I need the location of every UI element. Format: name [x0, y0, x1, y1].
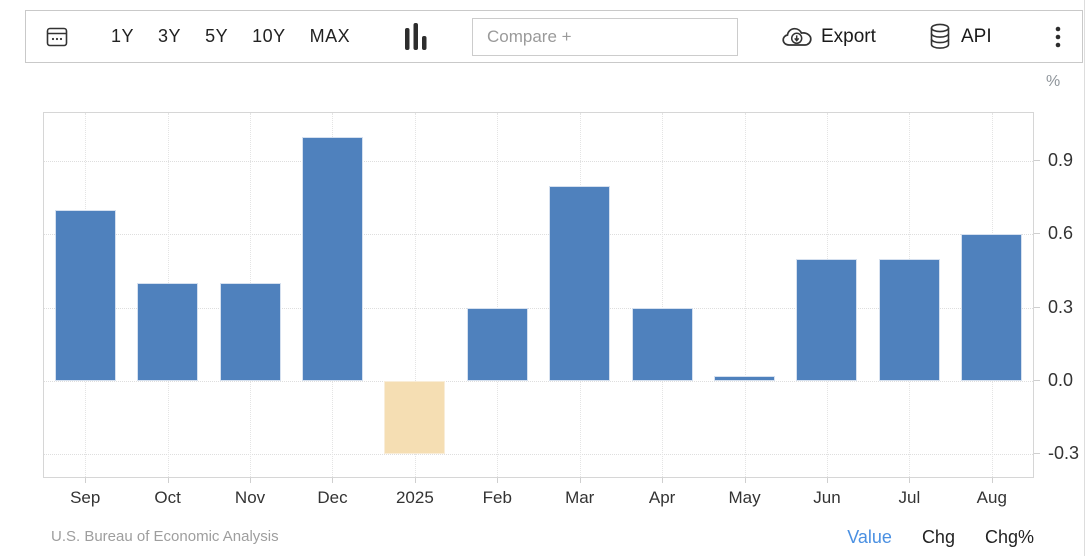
api-label: API — [961, 25, 992, 47]
x-axis-tick — [332, 478, 334, 483]
range-button-3y[interactable]: 3Y — [158, 26, 182, 46]
bar-dec[interactable] — [301, 137, 363, 381]
plot-area — [43, 112, 1034, 478]
y-tick-label: 0.9 — [1048, 150, 1074, 171]
page-right-border — [1084, 0, 1085, 556]
export-label: Export — [821, 25, 876, 47]
range-button-10y[interactable]: 10Y — [252, 26, 286, 46]
value-link[interactable]: Value — [847, 527, 892, 547]
y-axis-unit-label: % — [1046, 73, 1061, 90]
chart-region: % 0.9 0.6 0.3 0.0 -0.3 Sep Oct Nov Dec 2025 Feb Mar… — [0, 63, 1091, 507]
bar-sep[interactable] — [54, 210, 116, 381]
y-tick-label: 0.6 — [1048, 223, 1074, 244]
chg-pct-link[interactable]: Chg% — [984, 527, 1034, 547]
x-axis-tick — [497, 478, 499, 483]
chart-type-button[interactable] — [404, 22, 428, 51]
range-button-1y[interactable]: 1Y — [111, 26, 135, 46]
y-tick-label: -0.3 — [1048, 442, 1080, 463]
cloud-download-icon — [782, 26, 812, 48]
x-axis-tick — [662, 478, 664, 483]
x-label-aug: Aug — [976, 488, 1007, 507]
x-label-jul: Jul — [898, 488, 921, 507]
bar-apr[interactable] — [631, 307, 693, 381]
bar-oct[interactable] — [137, 283, 199, 381]
x-axis-tick — [250, 478, 252, 483]
bar-feb[interactable] — [466, 307, 528, 381]
x-axis-tick — [826, 478, 828, 483]
v-gridline — [662, 113, 664, 477]
x-label-sep: Sep — [70, 488, 101, 507]
data-source-attribution: U.S. Bureau of Economic Analysis — [51, 528, 279, 545]
series-mode-links: Value Chg Chg% — [847, 527, 1034, 548]
bar-2025[interactable] — [384, 380, 446, 454]
x-axis-tick — [579, 478, 581, 483]
bar-chart-icon — [404, 22, 428, 51]
range-selector: 1Y 3Y 5Y 10Y MAX — [111, 11, 350, 62]
more-options-button[interactable] — [1055, 26, 1061, 48]
bar-jul[interactable] — [878, 258, 940, 381]
y-axis-tick — [1034, 379, 1040, 381]
bar-jun[interactable] — [796, 258, 858, 381]
calendar-icon — [46, 25, 68, 48]
h-gridline — [44, 234, 1033, 236]
x-label-apr: Apr — [648, 488, 676, 507]
x-label-nov: Nov — [234, 488, 266, 507]
api-button[interactable]: API — [929, 23, 992, 50]
h-gridline — [44, 453, 1033, 455]
y-axis-tick — [1034, 233, 1040, 235]
x-axis-tick — [909, 478, 911, 483]
x-axis-tick — [167, 478, 169, 483]
kebab-menu-icon — [1055, 26, 1061, 48]
v-gridline — [497, 113, 499, 477]
y-axis-tick — [1034, 306, 1040, 308]
bar-nov[interactable] — [219, 283, 281, 381]
y-axis-tick — [1034, 452, 1040, 454]
x-label-jun: Jun — [813, 488, 841, 507]
range-button-max[interactable]: MAX — [309, 26, 351, 46]
compare-input[interactable] — [472, 17, 738, 56]
y-tick-label: 0.3 — [1048, 296, 1074, 317]
range-button-5y[interactable]: 5Y — [205, 26, 229, 46]
h-gridline — [44, 380, 1033, 382]
bar-aug[interactable] — [961, 234, 1023, 381]
x-axis-tick — [744, 478, 746, 483]
calendar-button[interactable] — [46, 25, 68, 48]
x-axis-tick — [85, 478, 87, 483]
x-label-feb: Feb — [482, 488, 512, 507]
bar-may[interactable] — [714, 375, 776, 381]
x-label-mar: Mar — [565, 488, 595, 507]
v-gridline — [744, 113, 746, 477]
v-gridline — [414, 113, 416, 477]
x-label-oct: Oct — [154, 488, 181, 507]
y-axis-tick — [1034, 160, 1040, 162]
h-gridline — [44, 307, 1033, 309]
export-button[interactable]: Export — [782, 26, 876, 48]
bar-mar[interactable] — [549, 185, 611, 381]
x-label-2025: 2025 — [395, 488, 434, 507]
x-axis-tick — [991, 478, 993, 483]
x-axis-tick — [414, 478, 416, 483]
y-tick-label: 0.0 — [1048, 369, 1074, 390]
x-label-dec: Dec — [317, 488, 348, 507]
database-icon — [929, 23, 951, 50]
chg-link[interactable]: Chg — [921, 527, 955, 547]
chart-toolbar: 1Y 3Y 5Y 10Y MAX — [25, 10, 1083, 63]
h-gridline — [44, 161, 1033, 163]
x-label-may: May — [728, 488, 761, 507]
